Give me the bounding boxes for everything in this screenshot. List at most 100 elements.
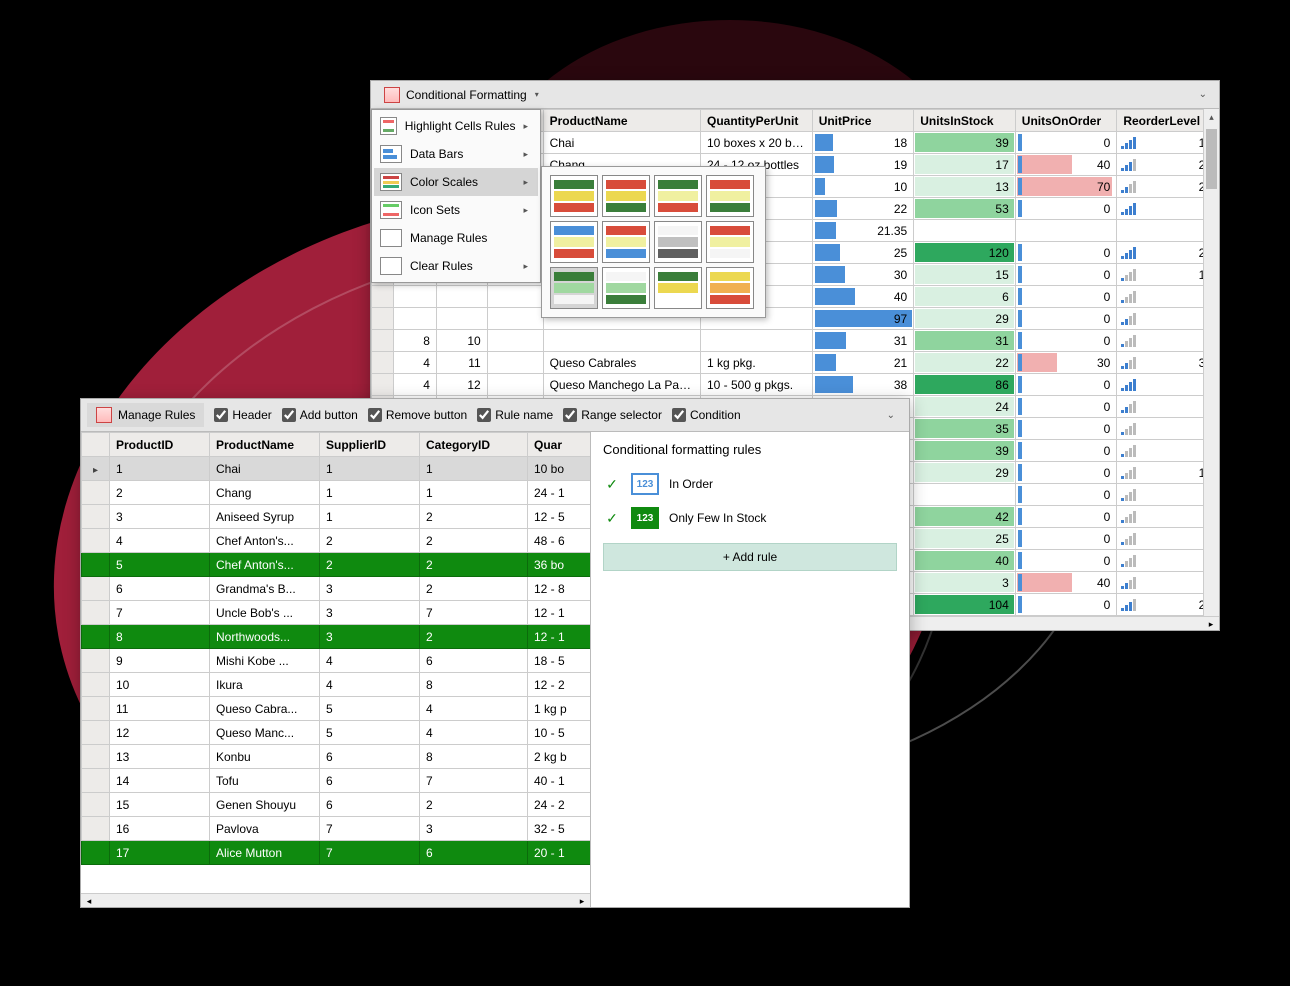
rule-check-icon[interactable]: ✓ xyxy=(603,475,621,493)
submenu-arrow-icon: ▸ xyxy=(523,261,528,272)
checkbox-label: Add button xyxy=(300,408,358,422)
column-header[interactable]: SupplierID xyxy=(320,433,420,457)
column-header[interactable]: UnitPrice xyxy=(812,110,914,132)
toolbar-expand-button[interactable]: ⌄ xyxy=(1191,85,1215,104)
conditional-formatting-button[interactable]: Conditional Formatting ▾ xyxy=(375,83,548,107)
remove-button-checkbox[interactable]: Remove button xyxy=(368,408,467,422)
table-row[interactable]: 16Pavlova7332 - 5 xyxy=(82,817,592,841)
submenu-arrow-icon: ▸ xyxy=(523,121,528,132)
rule-item[interactable]: ✓123In Order xyxy=(603,467,897,501)
table-row[interactable]: 12Queso Manc...5410 - 5 xyxy=(82,721,592,745)
table-row[interactable]: 411Queso Cabrales1 kg pkg.21223030 xyxy=(372,352,1219,374)
conditional-formatting-label: Conditional Formatting xyxy=(406,88,527,102)
table-row[interactable]: 7Uncle Bob's ...3712 - 1 xyxy=(82,601,592,625)
table-row[interactable]: 2Chang1124 - 1 xyxy=(82,481,592,505)
conditional-formatting-icon xyxy=(384,87,400,103)
scroll-right-icon[interactable]: ▸ xyxy=(1203,617,1219,630)
column-header[interactable]: Quar xyxy=(528,433,592,457)
color-scale-swatch[interactable] xyxy=(550,221,598,263)
manage-rules-button[interactable]: Manage Rules xyxy=(87,403,204,427)
table-row[interactable]: 9Mishi Kobe ...4618 - 5 xyxy=(82,649,592,673)
bottom-grid[interactable]: ProductIDProductNameSupplierIDCategoryID… xyxy=(81,432,591,865)
menu-item-label: Icon Sets xyxy=(410,203,460,217)
table-row[interactable]: 8Northwoods...3212 - 1 xyxy=(82,625,592,649)
range-selector-checkbox[interactable]: Range selector xyxy=(563,408,662,422)
add-button-checkbox[interactable]: Add button xyxy=(282,408,358,422)
color-scale-swatch[interactable] xyxy=(550,175,598,217)
scrollbar-thumb[interactable] xyxy=(1206,129,1217,189)
column-header[interactable]: ProductID xyxy=(110,433,210,457)
manage-rules-icon xyxy=(380,229,402,247)
column-header[interactable]: CategoryID xyxy=(420,433,528,457)
table-row[interactable]: 1Chai1110 bo xyxy=(82,457,592,481)
rule-label: In Order xyxy=(669,477,713,491)
scroll-right-icon[interactable]: ▸ xyxy=(574,894,590,907)
color-scale-swatch[interactable] xyxy=(654,221,702,263)
scroll-left-icon[interactable]: ◂ xyxy=(81,894,97,907)
color-scale-swatch[interactable] xyxy=(706,221,754,263)
menu-item-label: Clear Rules xyxy=(410,259,473,273)
add-rule-button[interactable]: + Add rule xyxy=(603,543,897,571)
color-scales-submenu xyxy=(541,166,766,318)
color-scale-swatch[interactable] xyxy=(550,267,598,309)
data-bars-icon xyxy=(380,145,402,163)
table-row[interactable]: 6Grandma's B...3212 - 8 xyxy=(82,577,592,601)
column-header[interactable]: QuantityPerUnit xyxy=(700,110,812,132)
menu-highlight-cells[interactable]: Highlight Cells Rules ▸ xyxy=(374,112,538,140)
table-row[interactable]: 15Genen Shouyu6224 - 2 xyxy=(82,793,592,817)
header-checkbox[interactable]: Header xyxy=(214,408,271,422)
rule-name-checkbox[interactable]: Rule name xyxy=(477,408,553,422)
menu-manage-rules[interactable]: Manage Rules xyxy=(374,224,538,252)
color-scale-swatch[interactable] xyxy=(654,267,702,309)
table-row[interactable]: 5Chef Anton's...2236 bo xyxy=(82,553,592,577)
checkbox-label: Condition xyxy=(690,408,741,422)
checkbox-label: Rule name xyxy=(495,408,553,422)
table-row[interactable]: 17Alice Mutton7620 - 1 xyxy=(82,841,592,865)
table-row[interactable]: 10Ikura4812 - 2 xyxy=(82,673,592,697)
color-scale-swatch[interactable] xyxy=(602,267,650,309)
menu-data-bars[interactable]: Data Bars ▸ xyxy=(374,140,538,168)
rule-check-icon[interactable]: ✓ xyxy=(603,509,621,527)
table-row[interactable]: 11Queso Cabra...541 kg p xyxy=(82,697,592,721)
menu-item-label: Highlight Cells Rules xyxy=(405,119,516,133)
table-row[interactable]: 810313100 xyxy=(372,330,1219,352)
color-scale-swatch[interactable] xyxy=(706,267,754,309)
color-scale-swatch[interactable] xyxy=(654,175,702,217)
table-row[interactable]: 412Queso Manchego La Pastora10 - 500 g p… xyxy=(372,374,1219,396)
column-header[interactable]: UnitsInStock xyxy=(914,110,1016,132)
scroll-up-icon[interactable]: ▴ xyxy=(1204,109,1219,125)
toolbar-expand-button[interactable]: ⌄ xyxy=(879,406,903,425)
clear-rules-icon xyxy=(380,257,402,275)
table-row[interactable]: 972900 xyxy=(372,308,1219,330)
rule-item[interactable]: ✓123Only Few In Stock xyxy=(603,501,897,535)
checkbox-label: Range selector xyxy=(581,408,662,422)
checkbox-label: Header xyxy=(232,408,271,422)
table-row[interactable]: 13Konbu682 kg b xyxy=(82,745,592,769)
menu-color-scales[interactable]: Color Scales ▸ xyxy=(374,168,538,196)
submenu-arrow-icon: ▸ xyxy=(523,205,528,216)
menu-icon-sets[interactable]: Icon Sets ▸ xyxy=(374,196,538,224)
highlight-cells-icon xyxy=(380,117,397,135)
menu-item-label: Data Bars xyxy=(410,147,463,161)
menu-item-label: Color Scales xyxy=(410,175,478,189)
checkbox-label: Remove button xyxy=(386,408,467,422)
table-row[interactable]: 40600 xyxy=(372,286,1219,308)
color-scale-swatch[interactable] xyxy=(602,221,650,263)
table-row[interactable]: 3Aniseed Syrup1212 - 5 xyxy=(82,505,592,529)
table-row[interactable]: 4Chef Anton's...2248 - 6 xyxy=(82,529,592,553)
vertical-scrollbar[interactable]: ▴ ▾ xyxy=(1203,109,1219,630)
horizontal-scrollbar[interactable]: ◂ ▸ xyxy=(81,893,590,907)
rule-label: Only Few In Stock xyxy=(669,511,766,525)
column-header[interactable]: ProductName xyxy=(543,110,700,132)
color-scales-icon xyxy=(380,173,402,191)
manage-rules-panel: Manage Rules Header Add button Remove bu… xyxy=(80,398,910,908)
color-scale-swatch[interactable] xyxy=(602,175,650,217)
column-header[interactable]: ProductName xyxy=(210,433,320,457)
condition-checkbox[interactable]: Condition xyxy=(672,408,741,422)
column-header[interactable] xyxy=(82,433,110,457)
column-header[interactable]: UnitsOnOrder xyxy=(1015,110,1117,132)
table-row[interactable]: 14Tofu6740 - 1 xyxy=(82,769,592,793)
submenu-arrow-icon: ▸ xyxy=(523,149,528,160)
color-scale-swatch[interactable] xyxy=(706,175,754,217)
menu-clear-rules[interactable]: Clear Rules ▸ xyxy=(374,252,538,280)
